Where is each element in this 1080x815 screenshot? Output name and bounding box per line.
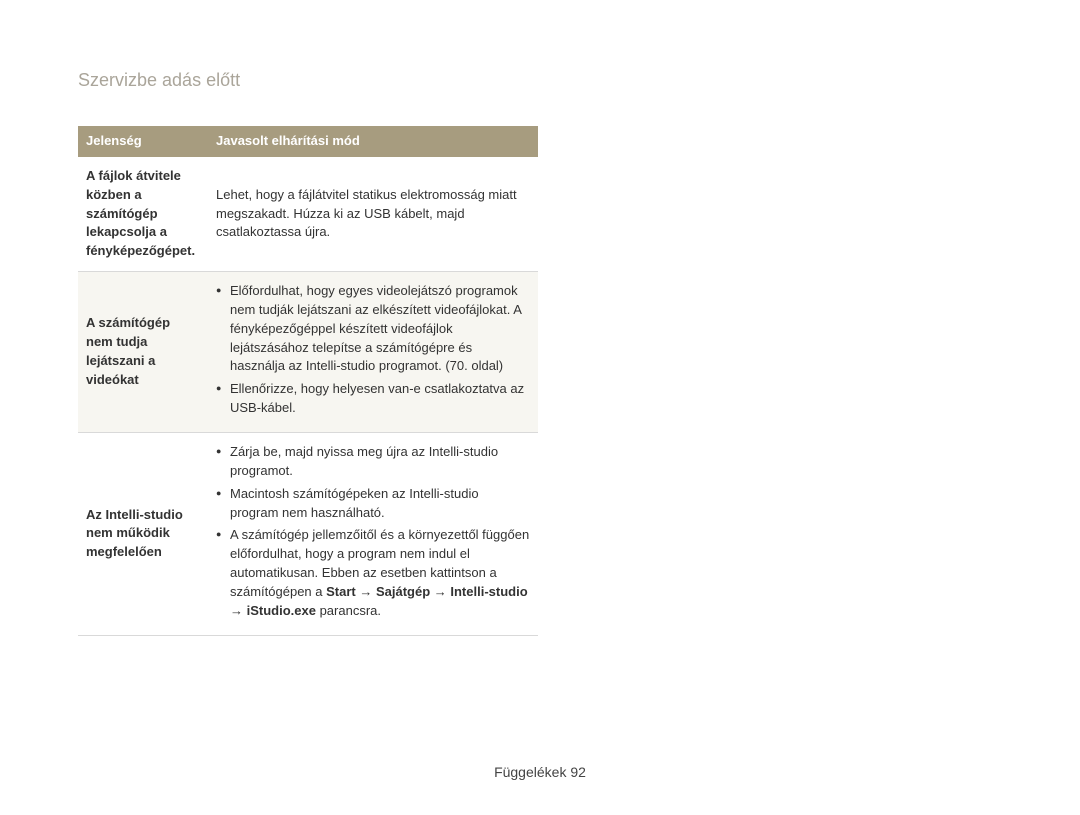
fix-bullet-list: Zárja be, majd nyissa meg újra az Intell… <box>216 443 530 621</box>
footer-page-number: 92 <box>570 764 586 780</box>
fix-bullet: Macintosh számítógépeken az Intelli-stud… <box>216 485 530 523</box>
table-row: A fájlok átvitele közben a számítógép le… <box>78 157 538 272</box>
footer-label: Függelékek <box>494 764 566 780</box>
fix-cell: Zárja be, majd nyissa meg újra az Intell… <box>208 432 538 635</box>
page-footer: Függelékek 92 <box>0 764 1080 780</box>
symptom-cell: A számítógép nem tudja lejátszani a vide… <box>78 272 208 433</box>
header-fix: Javasolt elhárítási mód <box>208 126 538 157</box>
fix-cell: Előfordulhat, hogy egyes videolejátszó p… <box>208 272 538 433</box>
fix-bullet: Előfordulhat, hogy egyes videolejátszó p… <box>216 282 530 376</box>
header-symptom: Jelenség <box>78 126 208 157</box>
fix-bullet: Ellenőrizze, hogy helyesen van-e csatlak… <box>216 380 530 418</box>
table-row: A számítógép nem tudja lejátszani a vide… <box>78 272 538 433</box>
fix-bullet: A számítógép jellemzőitől és a környezet… <box>216 526 530 620</box>
troubleshoot-table: Jelenség Javasolt elhárítási mód A fájlo… <box>78 126 538 636</box>
fix-bullet: Zárja be, majd nyissa meg újra az Intell… <box>216 443 530 481</box>
table-row: Az Intelli-studio nem működik megfelelőe… <box>78 432 538 635</box>
symptom-cell: Az Intelli-studio nem működik megfelelőe… <box>78 432 208 635</box>
fix-bullet-post: parancsra. <box>316 603 381 618</box>
page-title: Szervizbe adás előtt <box>78 70 1002 91</box>
fix-bullet-list: Előfordulhat, hogy egyes videolejátszó p… <box>216 282 530 418</box>
symptom-cell: A fájlok átvitele közben a számítógép le… <box>78 157 208 272</box>
fix-cell: Lehet, hogy a fájlátvitel statikus elekt… <box>208 157 538 272</box>
table-header-row: Jelenség Javasolt elhárítási mód <box>78 126 538 157</box>
